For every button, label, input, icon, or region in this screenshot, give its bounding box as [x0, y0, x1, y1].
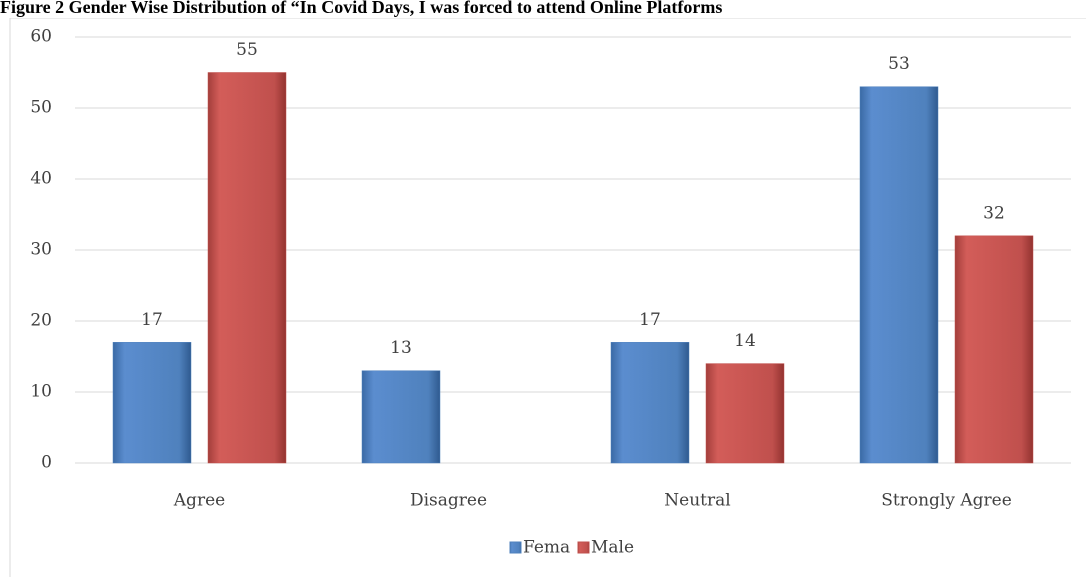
x-tick-label: Disagree — [410, 491, 487, 511]
data-label: 53 — [888, 54, 910, 74]
bar — [112, 342, 192, 464]
data-label: 13 — [390, 338, 412, 358]
data-label: 17 — [141, 310, 163, 330]
y-tick-label: 0 — [41, 453, 52, 473]
data-label: 55 — [236, 40, 258, 60]
y-tick-label: 30 — [30, 240, 52, 260]
data-label: 17 — [639, 310, 661, 330]
bar — [705, 363, 785, 464]
y-tick-label: 60 — [30, 27, 52, 47]
bar — [610, 342, 690, 464]
title-band — [0, 0, 1086, 18]
data-label: 14 — [734, 331, 756, 351]
bar — [361, 370, 441, 464]
legend-label: Fema — [523, 538, 570, 558]
data-label: 32 — [983, 203, 1005, 223]
bar — [954, 235, 1034, 464]
legend-swatch — [509, 541, 522, 554]
y-tick-label: 50 — [30, 98, 52, 118]
y-tick-label: 20 — [30, 311, 52, 331]
bar — [859, 86, 939, 464]
y-tick-label: 10 — [30, 382, 52, 402]
legend-swatch — [577, 541, 590, 554]
bar — [207, 72, 287, 464]
legend-label: Male — [591, 538, 634, 558]
x-tick-label: Agree — [173, 491, 225, 511]
x-tick-label: Neutral — [664, 491, 730, 511]
chart-title: Figure 2 Gender Wise Distribution of “In… — [0, 0, 722, 17]
x-tick-label: Strongly Agree — [881, 491, 1012, 511]
y-tick-label: 40 — [30, 169, 52, 189]
